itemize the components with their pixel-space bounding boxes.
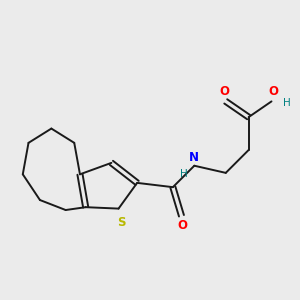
Text: O: O: [219, 85, 229, 98]
Text: O: O: [178, 219, 188, 232]
Text: N: N: [189, 151, 199, 164]
Text: H: H: [283, 98, 291, 108]
Text: O: O: [269, 85, 279, 98]
Text: H: H: [180, 169, 188, 179]
Text: S: S: [117, 216, 126, 229]
